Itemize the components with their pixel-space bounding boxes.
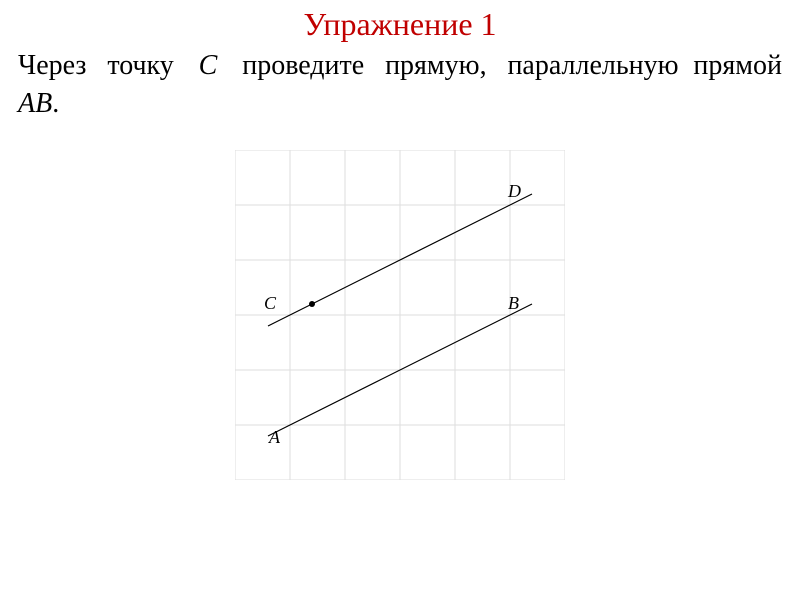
exercise-title-text: Упражнение 1 [303,6,496,42]
figure: D C B A [235,150,565,480]
figure-svg: D C B A [235,150,565,480]
point-c [309,301,315,307]
point-label-d: D [507,181,521,201]
task-part-1: Через точку [18,50,174,81]
exercise-title: Упражнение 1 [0,0,800,43]
task-var-ab: AB [18,88,52,119]
task-var-c: C [199,50,218,81]
task-part-3: прямой [693,50,782,81]
point-label-c: C [264,293,277,313]
task-part-2: проведите прямую, параллельную [242,50,678,81]
point-label-b: B [508,293,519,313]
task-period: . [52,88,59,119]
point-label-a: A [268,427,281,447]
task-text: Через точку C проведите прямую, параллел… [0,43,800,123]
page: Упражнение 1 Через точку C проведите пря… [0,0,800,600]
